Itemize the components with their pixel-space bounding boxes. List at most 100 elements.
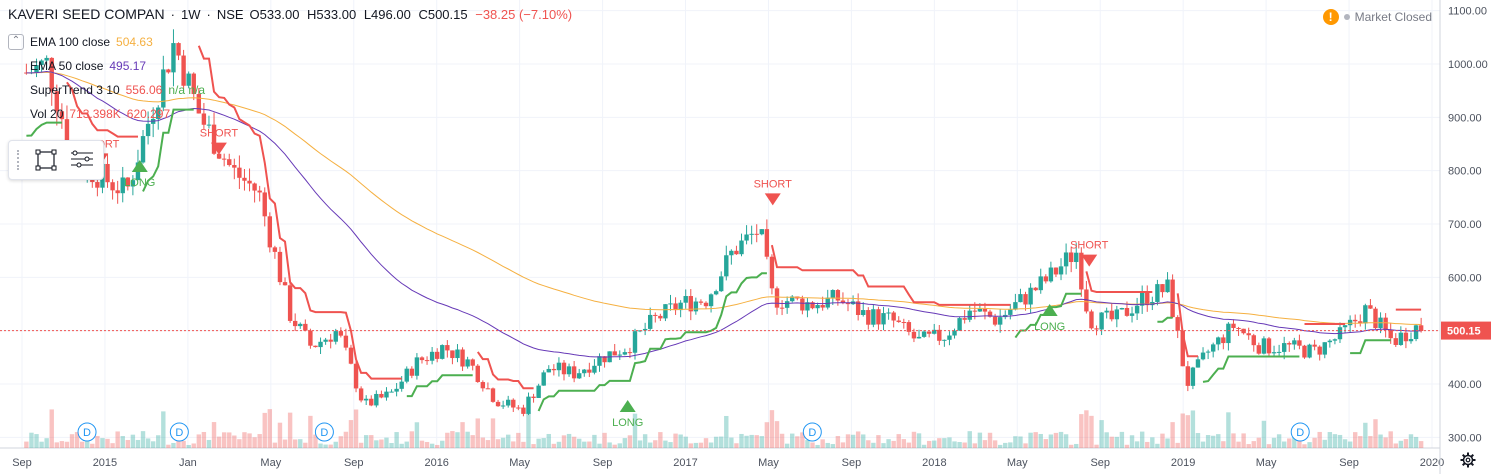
- volume-bar: [1393, 443, 1398, 448]
- candle: [1226, 322, 1231, 448]
- volume-bar: [1210, 435, 1216, 448]
- candle: [156, 105, 161, 448]
- volume-bar: [450, 431, 455, 448]
- candle: [698, 299, 704, 448]
- candle-body: [1388, 330, 1393, 339]
- candle: [328, 333, 333, 448]
- candle: [663, 304, 668, 448]
- volume-bar: [1129, 435, 1135, 448]
- indicator-value: 713.398K: [69, 107, 121, 121]
- indicator-supertrend[interactable]: SuperTrend 3 10 556.06 n/a n/a: [8, 78, 205, 102]
- candle: [470, 358, 475, 448]
- candle-body: [39, 60, 44, 66]
- rectangle-tool-icon[interactable]: [33, 147, 59, 173]
- gear-icon[interactable]: [1460, 452, 1476, 468]
- candle-body: [298, 323, 303, 327]
- candle-body: [95, 182, 100, 188]
- indicator-ema50[interactable]: EMA 50 close 495.17: [8, 54, 205, 78]
- volume-bar: [855, 431, 861, 448]
- volume-bar: [186, 444, 191, 448]
- candle-body: [901, 322, 907, 324]
- candle-body: [546, 368, 551, 373]
- candle-body: [1261, 338, 1267, 354]
- candle-body: [582, 369, 587, 374]
- volume-bar: [39, 441, 44, 448]
- candle: [774, 286, 780, 448]
- candle-body: [404, 368, 409, 382]
- volume-bar: [1251, 441, 1256, 448]
- candle: [1084, 281, 1089, 448]
- candle-body: [830, 290, 835, 298]
- candle-body: [110, 182, 115, 191]
- candle: [571, 360, 577, 448]
- candle-body: [1368, 305, 1373, 309]
- candle: [1378, 312, 1383, 448]
- y-tick-label: 900.00: [1448, 112, 1482, 124]
- candle-body: [262, 192, 267, 217]
- candle: [429, 346, 435, 448]
- candle-body: [805, 302, 810, 311]
- collapse-icon[interactable]: ⌃: [8, 34, 24, 50]
- volume-bar: [810, 442, 815, 448]
- candle-body: [855, 301, 861, 315]
- candle: [673, 297, 678, 448]
- x-tick-label: 2018: [922, 457, 946, 469]
- candle: [1347, 315, 1353, 448]
- candle-body: [145, 123, 151, 137]
- candle: [135, 149, 141, 448]
- candle: [358, 386, 364, 448]
- warning-icon[interactable]: !: [1322, 9, 1339, 25]
- candle-body: [171, 43, 176, 73]
- candle-body: [1104, 310, 1109, 313]
- candle: [1276, 344, 1282, 448]
- volume-bar: [947, 437, 952, 448]
- candle: [24, 63, 29, 448]
- candle: [1165, 272, 1170, 448]
- volume-bar: [105, 438, 110, 448]
- candle: [719, 271, 724, 448]
- candle-body: [186, 73, 191, 86]
- candle-body: [967, 310, 972, 320]
- candle: [901, 318, 907, 448]
- candle: [247, 168, 252, 448]
- candle: [272, 245, 278, 448]
- volume-bar: [566, 433, 572, 448]
- volume-bar: [201, 431, 207, 448]
- indicator-volume[interactable]: Vol 20 713.398K 620.297: [8, 102, 205, 126]
- candle: [1018, 288, 1023, 448]
- candle: [1271, 345, 1277, 448]
- candle: [942, 339, 947, 448]
- volume-bar: [1327, 432, 1333, 448]
- candle-body: [678, 302, 683, 311]
- volume-bar: [921, 444, 927, 448]
- volume-bar: [328, 444, 333, 448]
- drag-handle-icon[interactable]: [17, 150, 23, 170]
- volume-bar: [1287, 438, 1292, 448]
- volume-bar: [749, 434, 754, 448]
- candle-body: [125, 177, 131, 187]
- candle: [1023, 291, 1028, 448]
- candle-body: [1175, 317, 1180, 331]
- high-value: H533.00: [307, 6, 357, 22]
- symbol-name[interactable]: KAVERI SEED COMPAN: [8, 6, 165, 22]
- candle-body: [353, 363, 359, 389]
- candle: [79, 155, 85, 448]
- y-tick-label: 1100.00: [1448, 6, 1487, 18]
- candle: [749, 225, 754, 448]
- lines-menu-icon[interactable]: [69, 147, 95, 173]
- interval-label[interactable]: 1W: [180, 6, 201, 22]
- candle: [1393, 333, 1398, 448]
- volume-bar: [1297, 437, 1302, 448]
- volume-bar: [1388, 431, 1393, 448]
- candle: [1312, 339, 1317, 448]
- indicator-ema100[interactable]: ⌃ EMA 100 close 504.63: [8, 30, 205, 54]
- candle: [1129, 306, 1135, 448]
- dividend-marker: [77, 422, 97, 442]
- candle-body: [790, 296, 795, 302]
- candle-body: [1079, 252, 1084, 290]
- candle: [1195, 356, 1201, 448]
- market-status[interactable]: ! Market Closed: [1322, 9, 1432, 25]
- x-tick-label: Sep: [842, 457, 862, 469]
- candle-body: [343, 335, 349, 348]
